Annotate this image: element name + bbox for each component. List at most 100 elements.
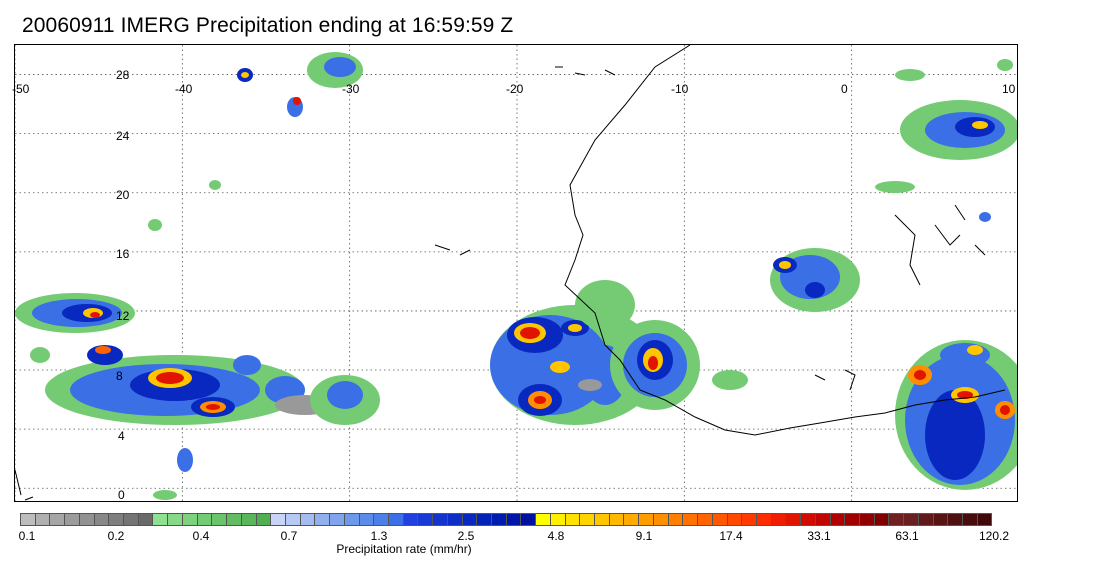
colorbar-cell [770,513,787,526]
colorbar-cell [446,513,463,526]
colorbar-cell [78,513,95,526]
colorbar-tick-label: 0.2 [107,529,125,543]
lon-tick-label: -30 [342,82,360,96]
colorbar-cell [211,513,228,526]
colorbar-cell [976,513,993,526]
colorbar-cell [594,513,610,526]
colorbar-cell [947,513,963,526]
colorbar-cell [93,513,110,526]
colorbar-cell [888,513,905,526]
coastline [15,45,1006,501]
colorbar-cell [682,513,699,526]
colorbar-cell [741,513,757,526]
colorbar-tick-label: 33.1 [807,529,831,543]
colorbar-cell [652,513,669,526]
colorbar-cell [181,513,198,526]
colorbar-cell [314,513,331,526]
colorbar-cell [240,513,257,526]
map-gridlines [15,45,1017,501]
lon-tick-label: -20 [506,82,524,96]
colorbar-cell [432,513,448,526]
lat-tick-label: 20 [116,188,130,202]
colorbar-tick-label: 4.8 [547,529,565,543]
lon-tick-label: 10 [1002,82,1016,96]
colorbar-tick-label: 0.7 [280,529,298,543]
colorbar-tick-label: 2.5 [457,529,475,543]
colorbar-cell [358,513,375,526]
colorbar-cell [726,513,743,526]
lon-tick-label: -40 [175,82,193,96]
colorbar-cell [844,513,860,526]
lat-tick-label: 24 [116,129,130,143]
colorbar-cell [638,513,654,526]
map-title: 20060911 IMERG Precipitation ending at 1… [22,14,514,37]
colorbar-cell [711,513,728,526]
colorbar-cell [829,513,846,526]
colorbar-tick-label: 0.1 [18,529,36,543]
lon-tick-label: 0 [841,82,848,96]
colorbar-cell [417,513,434,526]
colorbar-cell [226,513,242,526]
lon-tick-label: -10 [671,82,689,96]
colorbar-cell [623,513,640,526]
colorbar-cell [270,513,286,526]
colorbar-cell [932,513,949,526]
colorbar-cell [34,513,51,526]
lat-tick-label: 16 [116,247,130,261]
colorbar-cell [535,513,551,526]
colorbar-cell [608,513,625,526]
colorbar-cell [814,513,831,526]
colorbar-cell [785,513,802,526]
colorbar-cell [387,513,404,526]
colorbar-tick-label: 0.4 [192,529,210,543]
colorbar-cell [64,513,80,526]
colorbar-cell [755,513,772,526]
colorbar-cell [858,513,875,526]
lat-tick-label: 12 [116,309,130,323]
colorbar-tick-label: 120.2 [978,529,1010,543]
colorbar-cell [284,513,301,526]
lat-tick-label: 0 [118,488,125,502]
lat-tick-label: 4 [118,429,125,443]
colorbar-cell [491,513,507,526]
colorbar-cell [579,513,596,526]
colorbar-cell [917,513,934,526]
colorbar-cell [697,513,713,526]
colorbar-tick-label: 63.1 [895,529,919,543]
colorbar-cell [299,513,316,526]
colorbar-cell [402,513,419,526]
precipitation-map[interactable] [14,44,1018,502]
colorbar-cell [343,513,360,526]
lat-tick-label: 28 [116,68,130,82]
colorbar-tick-label: 17.4 [719,529,743,543]
colorbar-title: Precipitation rate (mm/hr) [336,542,472,556]
colorbar-cell [505,513,522,526]
colorbar-cell [49,513,66,526]
colorbar-cell [873,513,890,526]
precipitation-field [15,52,1017,500]
colorbar-cell [461,513,478,526]
colorbar-cell [20,513,36,526]
colorbar-cell [152,513,169,526]
colorbar-cell [962,513,978,526]
colorbar-cell [564,513,581,526]
lon-tick-label: -50 [12,82,30,96]
colorbar-cell [667,513,684,526]
colorbar-cell [255,513,272,526]
colorbar-cell [476,513,492,526]
colorbar-tick-label: 1.3 [370,529,388,543]
colorbar-cell [903,513,919,526]
colorbar-cell [329,513,345,526]
colorbar-cell [196,513,213,526]
colorbar-cell [137,513,154,526]
colorbar-cell [123,513,139,526]
precipitation-colorbar [20,513,993,526]
colorbar-cell [800,513,816,526]
colorbar-cell [167,513,183,526]
colorbar-cell [549,513,566,526]
colorbar-cell [373,513,389,526]
colorbar-tick-label: 9.1 [635,529,653,543]
colorbar-cell [108,513,125,526]
colorbar-cell [520,513,537,526]
lat-tick-label: 8 [116,369,123,383]
